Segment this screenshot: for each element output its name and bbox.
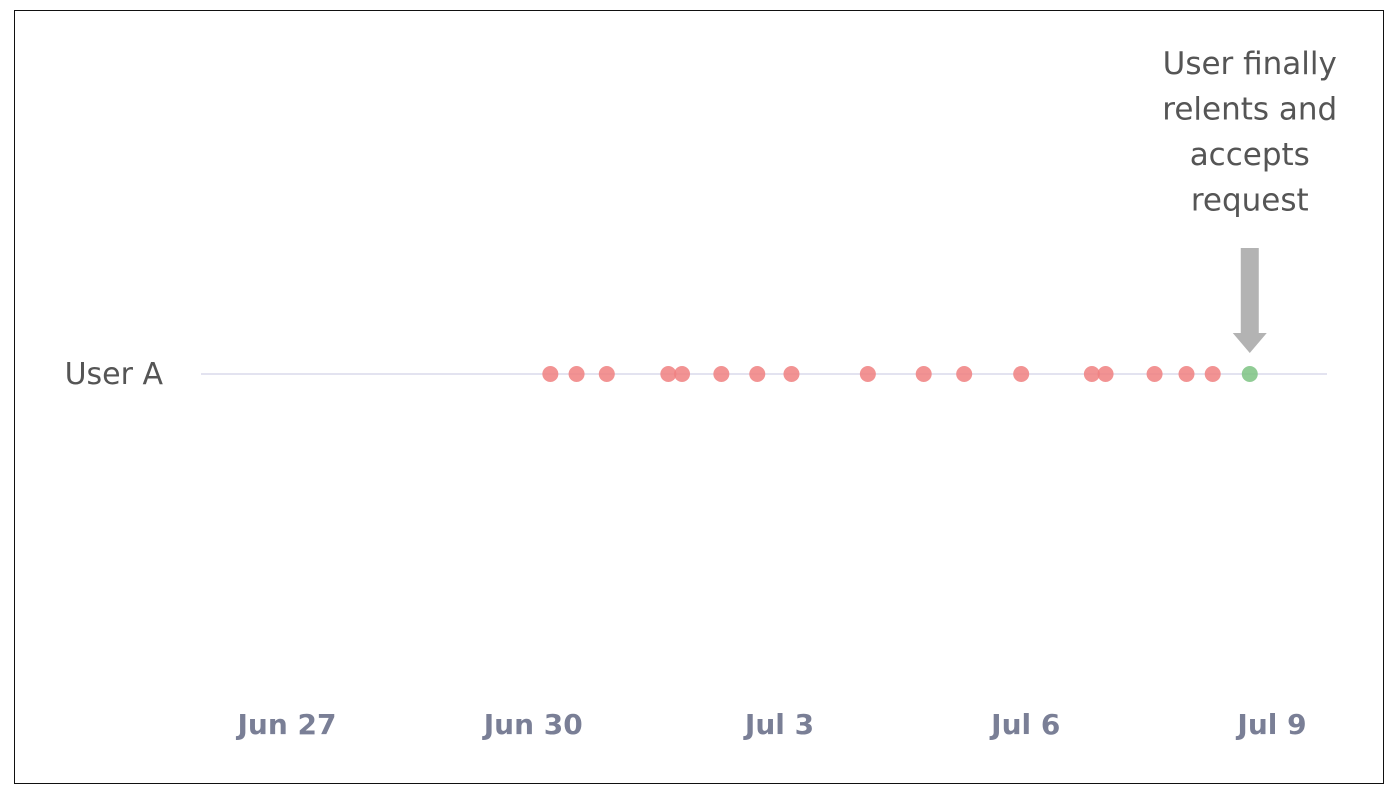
rejected-request-point[interactable] [1013,366,1030,382]
annotation-text: request [1191,183,1309,219]
rejected-request-point[interactable] [783,366,800,382]
rejected-request-point[interactable] [1146,366,1163,382]
rejected-request-point[interactable] [568,366,585,382]
rejected-request-point[interactable] [1097,366,1114,382]
rejected-request-point[interactable] [859,366,876,382]
annotation-text: User finally [1163,46,1337,82]
rejected-request-point[interactable] [598,366,615,382]
x-tick-label: Jun 27 [236,708,337,741]
rejected-request-point[interactable] [542,366,559,382]
rejected-request-point[interactable] [1083,366,1100,382]
down-arrow-icon [1232,248,1267,353]
rejected-request-point[interactable] [660,366,677,382]
rejected-request-point[interactable] [674,366,691,382]
rejected-request-point[interactable] [915,366,932,382]
rejected-request-point[interactable] [1204,366,1221,382]
rejected-request-point[interactable] [749,366,766,382]
rejected-request-point[interactable] [713,366,730,382]
accepted-request-point[interactable] [1241,366,1258,382]
annotation-text: relents and [1162,92,1337,128]
rejected-request-point[interactable] [1178,366,1195,382]
x-tick-label: Jul 3 [743,708,814,741]
timeline-chart: User A Jun 27 Jun 30 Jul 3 Jul 6 Jul 9 User … [65,46,1338,741]
x-tick-label: Jun 30 [482,708,583,741]
x-tick-label: Jul 6 [989,708,1060,741]
chart-frame: User A Jun 27 Jun 30 Jul 3 Jul 6 Jul 9 User … [14,10,1384,784]
rejected-request-point[interactable] [956,366,973,382]
annotation-text: accepts [1190,137,1310,173]
x-tick-label: Jul 9 [1235,708,1306,741]
row-label: User A [65,357,164,392]
